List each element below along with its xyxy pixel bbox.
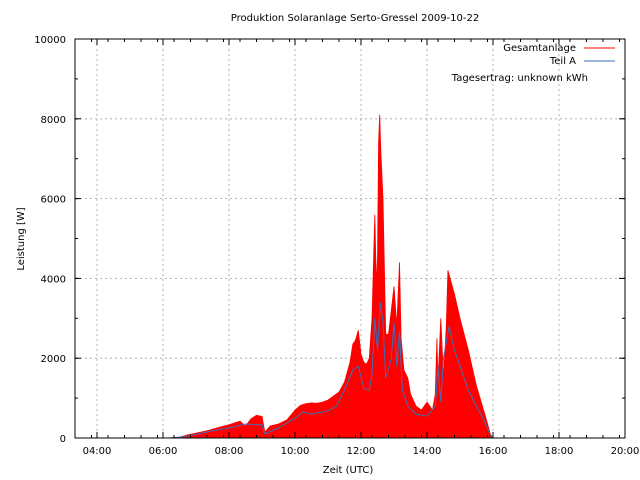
y-tick-label: 2000 [41, 354, 66, 365]
x-tick-label: 20:00 [611, 446, 640, 457]
y-tick-label: 4000 [41, 274, 66, 285]
x-tick-label: 14:00 [413, 446, 442, 457]
x-tick-label: 12:00 [347, 446, 376, 457]
x-axis-label: Zeit (UTC) [323, 465, 374, 476]
x-tick-label: 16:00 [479, 446, 508, 457]
x-tick-label: 18:00 [545, 446, 574, 457]
legend: Gesamtanlage Teil A Tagesertrag: unknown… [451, 43, 615, 84]
series-line-teil-a [168, 302, 494, 439]
y-axis-label: Leistung [W] [16, 207, 27, 270]
y-tick-label: 6000 [41, 195, 66, 206]
y-tick-label: 0 [60, 434, 66, 445]
y-tick-label: 10000 [34, 35, 66, 46]
series-layer [168, 114, 494, 439]
x-tick-label: 10:00 [281, 446, 310, 457]
axis-ticks: 04:00 06:00 08:00 10:00 12:00 14:00 16:00 18:00… [34, 35, 639, 457]
series-area-gesamtanlage [168, 114, 494, 439]
y-tick-label: 8000 [41, 115, 66, 126]
grid [75, 39, 625, 438]
legend-label-gesamtanlage: Gesamtanlage [503, 43, 576, 54]
x-tick-label: 04:00 [83, 446, 112, 457]
x-tick-label: 06:00 [149, 446, 178, 457]
chart-title: Produktion Solaranlage Serto-Gressel 200… [231, 13, 479, 24]
annotation-tagesertrag: Tagesertrag: unknown kWh [451, 73, 588, 84]
x-tick-label: 08:00 [215, 446, 244, 457]
legend-label-teil-a: Teil A [549, 56, 576, 67]
